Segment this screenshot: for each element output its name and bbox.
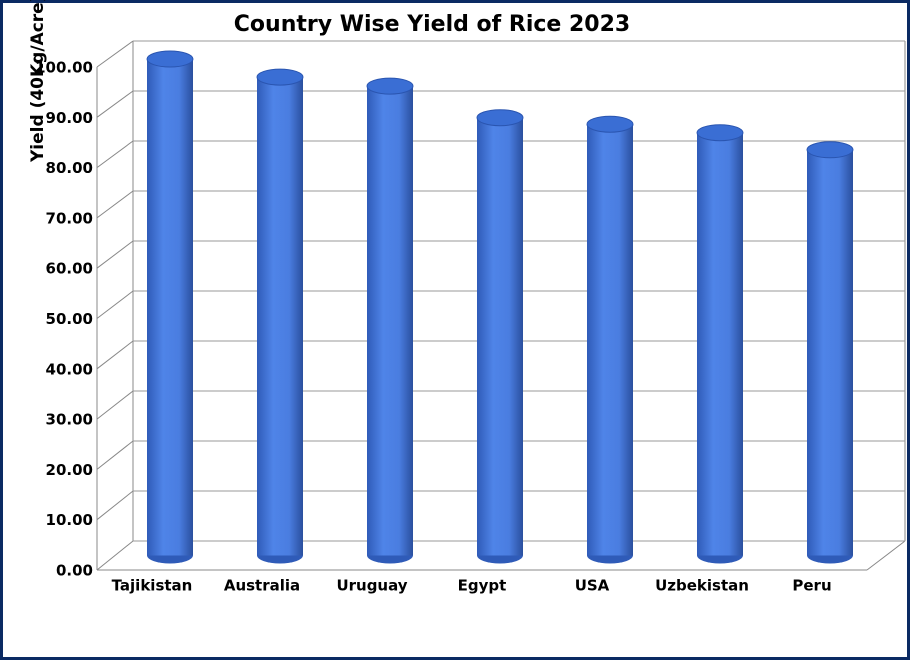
y-tick-label: 30.00 bbox=[46, 411, 93, 429]
bar-top bbox=[586, 115, 634, 133]
bar-top bbox=[366, 77, 414, 95]
y-tick-label: 50.00 bbox=[46, 310, 93, 328]
grid-line bbox=[96, 40, 134, 68]
bar-top bbox=[146, 50, 194, 68]
bar-top bbox=[256, 68, 304, 86]
grid-line bbox=[96, 290, 134, 319]
x-tick-label: Australia bbox=[224, 577, 300, 595]
y-tick-label: 10.00 bbox=[46, 511, 93, 529]
grid-line bbox=[96, 390, 134, 420]
bar-body bbox=[697, 132, 743, 556]
x-tick-label: Uruguay bbox=[336, 577, 407, 595]
x-tick-label: Uzbekistan bbox=[655, 577, 749, 595]
chart-title: Country Wise Yield of Rice 2023 bbox=[234, 12, 630, 37]
bar-body bbox=[587, 124, 633, 556]
bar-body bbox=[367, 86, 413, 556]
bar bbox=[696, 124, 744, 564]
bar-top bbox=[476, 109, 524, 127]
y-tick-label: 90.00 bbox=[46, 109, 93, 127]
bar bbox=[366, 77, 414, 564]
x-tick-label: Peru bbox=[792, 577, 831, 595]
x-tick-label: USA bbox=[575, 577, 610, 595]
bar-top bbox=[806, 141, 854, 159]
bar-body bbox=[257, 77, 303, 556]
bar bbox=[476, 109, 524, 564]
y-tick-label: 40.00 bbox=[46, 360, 93, 378]
y-tick-label: 80.00 bbox=[46, 159, 93, 177]
floor-edge bbox=[866, 540, 906, 571]
y-axis-label: Yield (40Kg/Acre) bbox=[28, 0, 48, 163]
x-tick-label: Egypt bbox=[458, 577, 507, 595]
bar bbox=[146, 50, 194, 564]
bar-body bbox=[147, 59, 193, 556]
y-tick-label: 20.00 bbox=[46, 461, 93, 479]
bar-body bbox=[477, 117, 523, 556]
grid-line bbox=[96, 540, 134, 571]
bar bbox=[256, 68, 304, 564]
x-tick-label: Tajikistan bbox=[112, 577, 193, 595]
grid-line bbox=[96, 240, 134, 269]
bar-top bbox=[696, 124, 744, 142]
y-tick-label: 100.00 bbox=[35, 59, 93, 77]
bar bbox=[586, 115, 634, 564]
grid-line bbox=[96, 140, 134, 169]
grid-line bbox=[96, 90, 134, 118]
bar bbox=[806, 141, 854, 564]
grid-line bbox=[96, 440, 134, 470]
y-tick-label: 0.00 bbox=[56, 562, 93, 580]
y-tick-label: 70.00 bbox=[46, 209, 93, 227]
grid-line bbox=[96, 190, 134, 219]
y-tick-label: 60.00 bbox=[46, 260, 93, 278]
grid-line bbox=[96, 490, 134, 521]
grid-line bbox=[96, 340, 134, 370]
bar-body bbox=[807, 149, 853, 556]
